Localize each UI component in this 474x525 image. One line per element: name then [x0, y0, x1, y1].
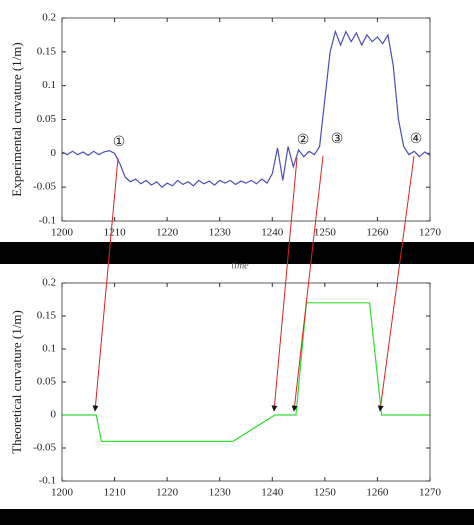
arrow [291, 155, 324, 412]
plot-area [62, 18, 430, 221]
x-tick-label: 1200 [51, 227, 74, 239]
y-tick-label: 0.15 [37, 45, 57, 57]
black-band [0, 242, 474, 264]
x-tick-label: 1230 [209, 227, 232, 239]
y-tick-label: 0.05 [37, 376, 57, 388]
x-tick-label: 1200 [51, 487, 74, 499]
x-tick-label: 1270 [419, 227, 442, 239]
annotation: ② [297, 133, 310, 148]
x-tick-label: 1250 [314, 227, 337, 239]
arrow [92, 157, 119, 412]
y-tick-label: 0 [51, 147, 57, 159]
black-band [0, 509, 474, 525]
x-tick-label: 1240 [261, 487, 284, 499]
y-tick-label: -0.05 [33, 181, 56, 193]
plot-area [62, 283, 430, 481]
x-tick-label: 1250 [314, 487, 337, 499]
y-tick-label: 0.2 [42, 277, 56, 289]
y-tick-label: -0.05 [33, 442, 56, 454]
y-axis-label: Experimental curvature (1/m) [9, 42, 24, 197]
y-tick-label: 0.05 [37, 113, 57, 125]
y-tick-label: 0.1 [42, 343, 56, 355]
x-tick-label: 1220 [156, 227, 179, 239]
x-tick-label: 1230 [209, 487, 232, 499]
x-tick-label: 1260 [366, 487, 389, 499]
annotation: ④ [410, 132, 423, 147]
y-tick-label: 0.2 [42, 12, 56, 24]
axes-box [61, 17, 431, 222]
x-tick-label: 1220 [156, 487, 179, 499]
axes-box [61, 282, 431, 482]
y-tick-label: 0.1 [42, 79, 56, 91]
x-tick-label: 1260 [366, 227, 389, 239]
x-tick-label: 1210 [104, 227, 127, 239]
y-tick-label: 0.15 [37, 310, 57, 322]
data-line [62, 302, 430, 442]
x-tick-label: 1270 [419, 487, 442, 499]
x-tick-label: 1240 [261, 227, 284, 239]
x-tick-label: 1210 [104, 487, 127, 499]
annotation: ③ [331, 132, 344, 147]
arrow [271, 157, 298, 412]
annotation: ① [113, 135, 126, 150]
y-tick-label: -0.1 [39, 215, 56, 227]
y-tick-label: -0.1 [39, 475, 56, 487]
x-axis-label: time [231, 260, 249, 271]
y-tick-label: 0 [51, 409, 57, 421]
y-axis-label: Theoretical curvature (1/m) [9, 310, 24, 454]
data-line [61, 29, 431, 188]
arrow [377, 155, 415, 412]
